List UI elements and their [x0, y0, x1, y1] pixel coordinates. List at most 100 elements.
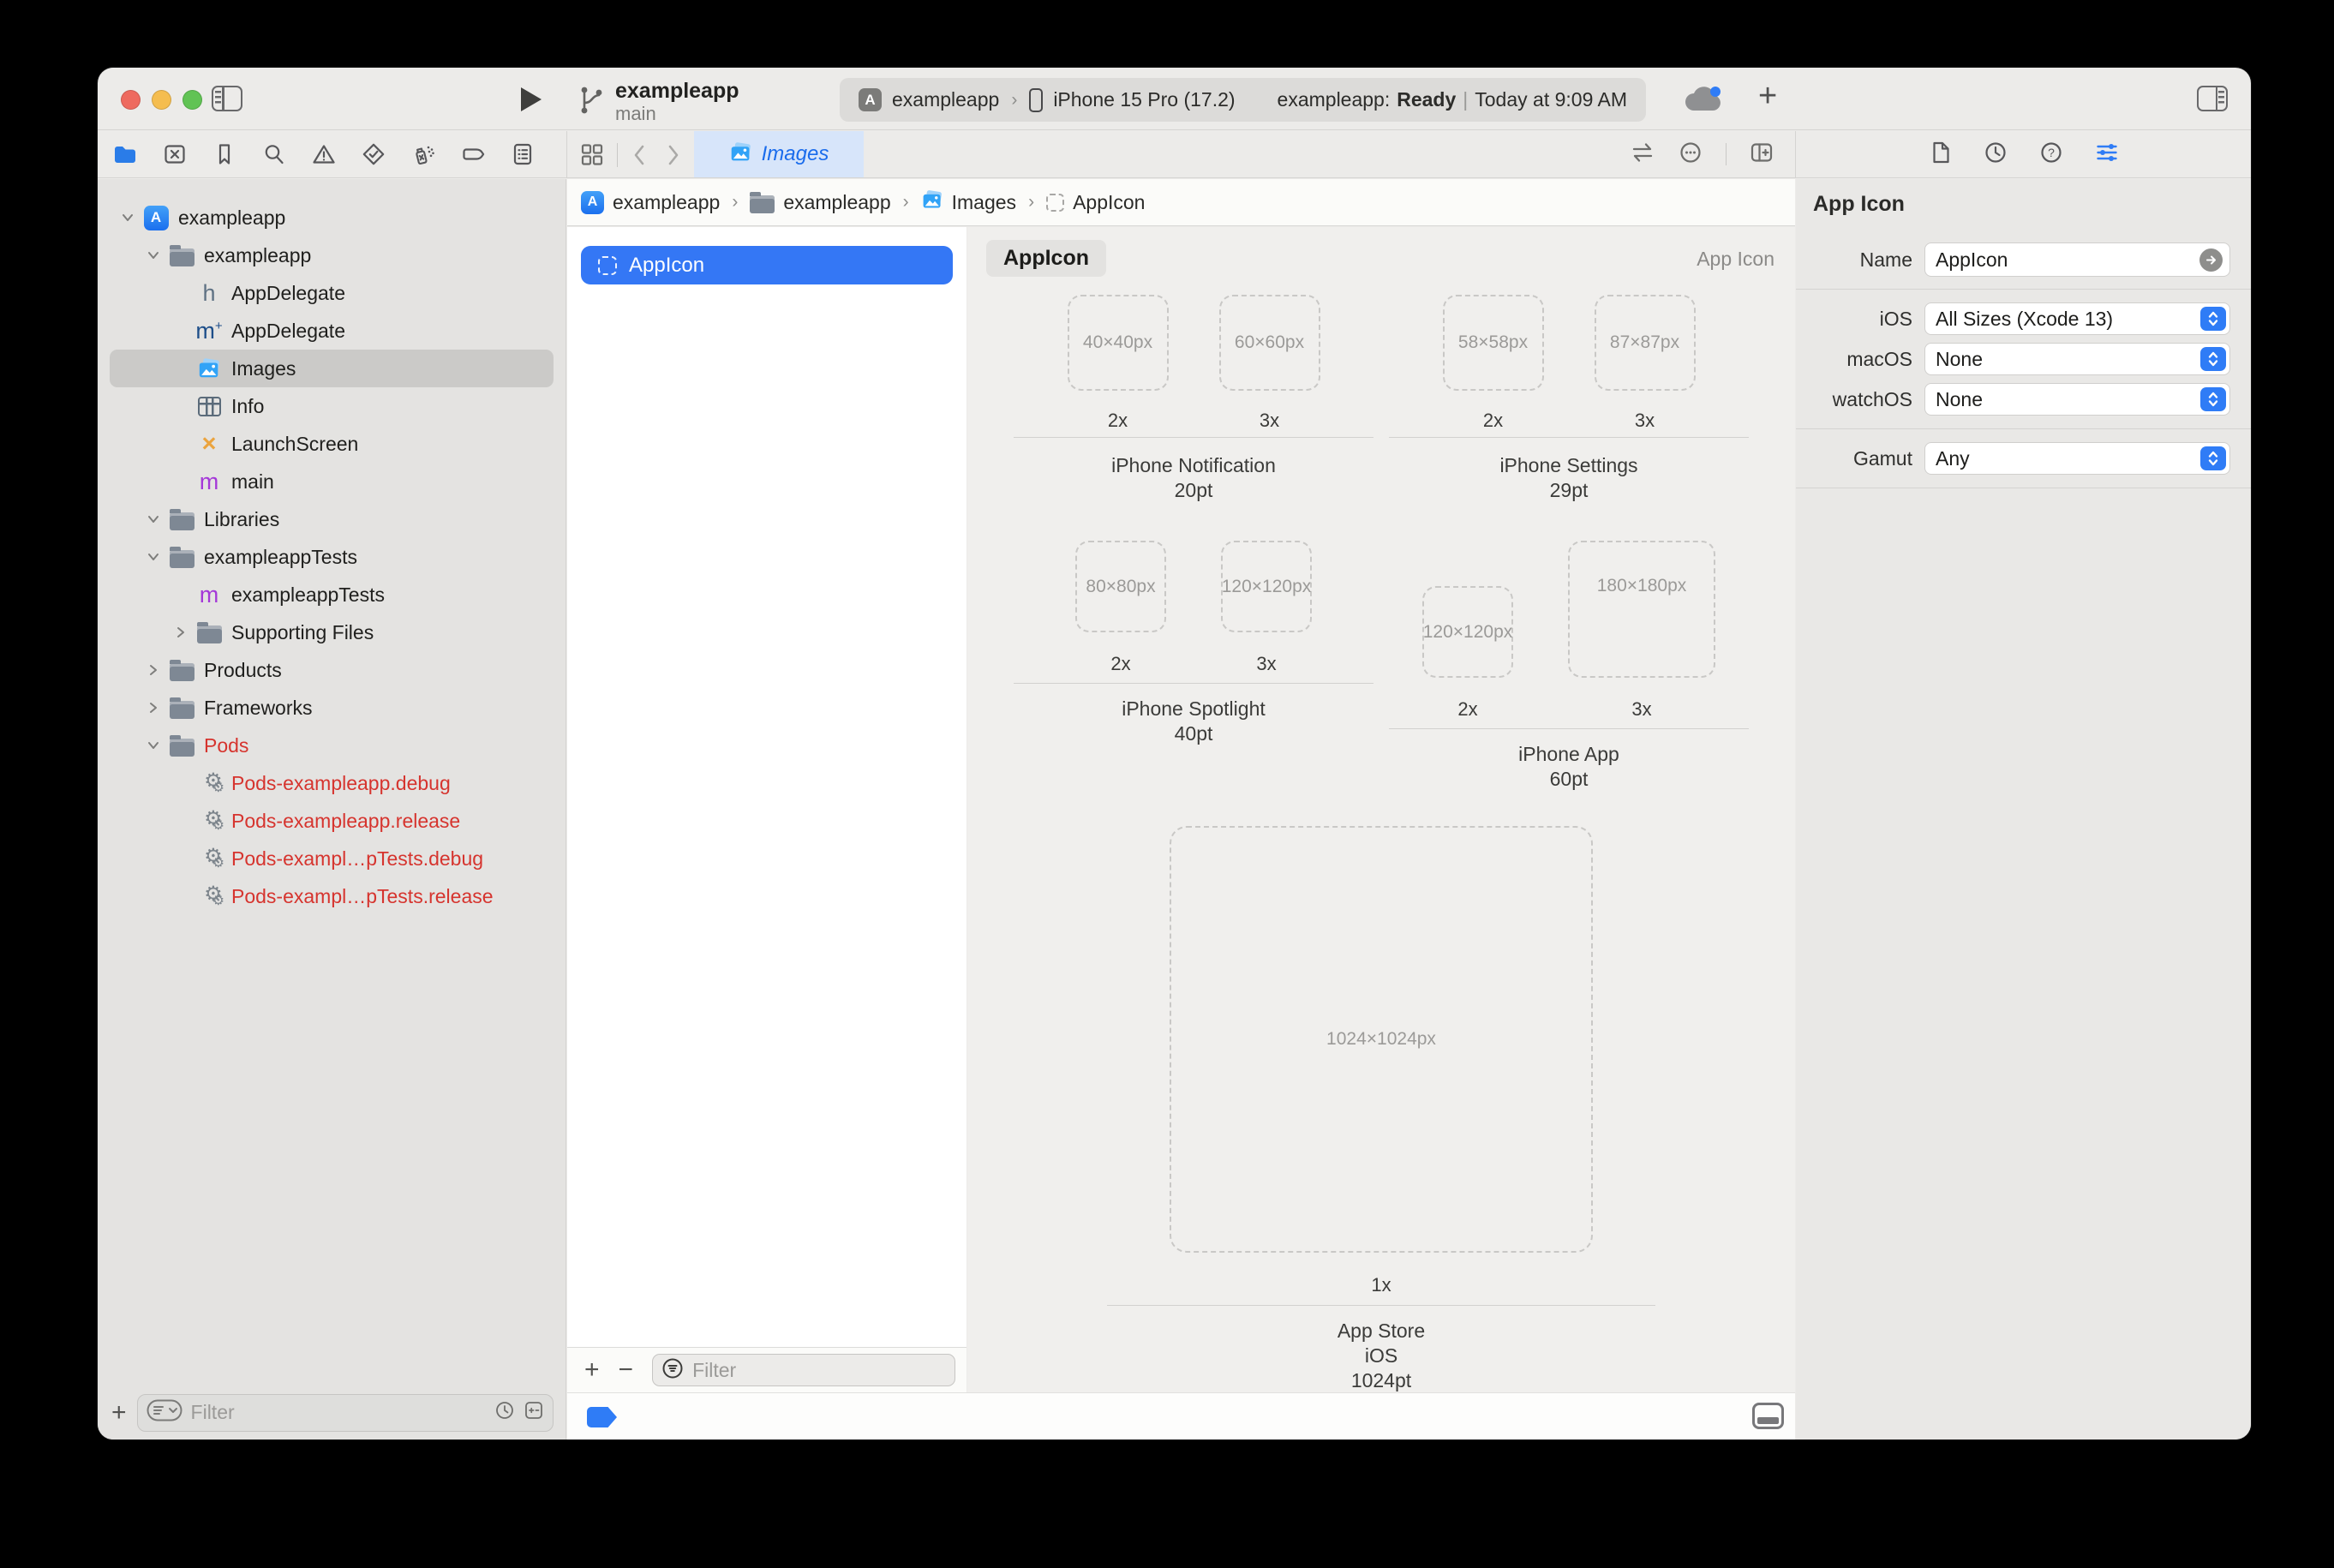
minimize-button[interactable] [152, 90, 171, 110]
breakpoint-navigator-icon[interactable] [460, 141, 486, 167]
inspector-divider [1796, 289, 2251, 290]
run-destination[interactable]: iPhone 15 Pro (17.2) [1053, 88, 1236, 111]
attributes-inspector-icon[interactable] [2094, 140, 2120, 170]
add-editor-icon[interactable] [1749, 140, 1774, 170]
tab-images[interactable]: Images [694, 131, 864, 177]
bookmark-navigator-icon[interactable] [212, 141, 237, 167]
group-iphone-settings: 58×58px 2x 87×87px 3x iPhone Settings 29… [1389, 295, 1749, 503]
add-tab-button[interactable]: + [1758, 78, 1778, 114]
test-navigator-icon[interactable] [361, 141, 386, 167]
project-navigator-icon[interactable] [112, 141, 138, 167]
tree-row-group[interactable]: Supporting Files [98, 613, 566, 651]
icon-slot[interactable]: 120×120px [1221, 541, 1312, 632]
asset-filter-field[interactable] [652, 1354, 956, 1386]
back-button[interactable] [631, 142, 649, 172]
icon-slot[interactable]: 120×120px [1422, 586, 1513, 678]
chevron-down-icon[interactable] [144, 249, 163, 261]
chevron-right-icon[interactable] [144, 664, 163, 676]
watchos-select[interactable]: None [1924, 383, 2230, 416]
chevron-down-icon[interactable] [118, 212, 137, 224]
forward-button[interactable] [663, 142, 682, 172]
tree-row-group[interactable]: Frameworks [98, 689, 566, 727]
source-control-navigator-icon[interactable] [162, 141, 188, 167]
navigator-filter-input[interactable] [190, 1401, 486, 1424]
icon-slot-1024[interactable]: 1024×1024px [1170, 826, 1593, 1253]
tab-label: Images [761, 142, 829, 165]
tree-row-file[interactable]: h AppDelegate [98, 274, 566, 312]
gamut-select[interactable]: Any [1924, 442, 2230, 475]
tree-row-missing-file[interactable]: ⚙⚙ Pods-exampleapp.release [98, 802, 566, 840]
toggle-inspector-icon[interactable] [2197, 86, 2228, 111]
icon-slot[interactable]: 40×40px [1067, 295, 1169, 391]
tree-row-group[interactable]: Products [98, 651, 566, 689]
help-inspector-icon[interactable]: ? [2038, 140, 2064, 170]
icon-slot[interactable]: 60×60px [1218, 295, 1320, 391]
history-inspector-icon[interactable] [1983, 140, 2008, 170]
slot-scale-label: 2x [1457, 698, 1478, 720]
scheme-name[interactable]: exampleapp [892, 88, 1000, 111]
jump-arrow-icon[interactable] [2199, 248, 2223, 272]
tree-row-group[interactable]: exampleappTests [98, 538, 566, 576]
stepper-icon [2200, 446, 2226, 470]
remove-asset-button[interactable]: − [618, 1356, 634, 1384]
debug-navigator-icon[interactable] [410, 141, 436, 167]
tree-row-project[interactable]: A exampleapp [98, 199, 566, 236]
tree-row-file[interactable]: × LaunchScreen [98, 425, 566, 463]
close-button[interactable] [121, 90, 141, 110]
related-items-icon[interactable] [579, 141, 605, 171]
macos-label: macOS [1846, 347, 1912, 370]
tree-row-missing-file[interactable]: ⚙⚙ Pods-exampl…pTests.release [98, 877, 566, 915]
source-control-summary[interactable]: exampleapp main [578, 79, 739, 124]
chevron-right-icon[interactable] [144, 702, 163, 714]
scm-status-filter-icon[interactable] [524, 1400, 544, 1425]
tree-row-images-selected[interactable]: Images [110, 350, 554, 387]
chevron-right-icon[interactable] [171, 626, 190, 638]
tree-row-missing-file[interactable]: ⚙⚙ Pods-exampl…pTests.debug [98, 840, 566, 877]
icon-slot[interactable]: 180×180px [1568, 541, 1715, 678]
toggle-navigator-icon[interactable] [212, 86, 242, 111]
tree-row-file[interactable]: m main [98, 463, 566, 500]
filter-scope-icon[interactable] [147, 1399, 183, 1426]
file-inspector-icon[interactable] [1927, 140, 1953, 170]
icon-slot[interactable]: 58×58px [1442, 295, 1544, 391]
swap-editor-icon[interactable] [1630, 140, 1655, 170]
tree-row-file[interactable]: Info [98, 387, 566, 425]
add-file-button[interactable]: + [111, 1397, 127, 1427]
asset-filter-input[interactable] [692, 1358, 947, 1382]
show-slicing-toggle-icon[interactable] [1752, 1403, 1784, 1429]
chevron-down-icon[interactable] [144, 513, 163, 525]
name-input[interactable] [1936, 248, 2199, 272]
editor-options-icon[interactable] [1678, 140, 1703, 170]
tree-row-group[interactable]: Libraries [98, 500, 566, 538]
jumpbar-item-group[interactable]: exampleapp [783, 190, 891, 213]
issue-navigator-icon[interactable] [311, 141, 337, 167]
jumpbar-item-catalog[interactable]: Images [951, 190, 1017, 213]
asset-row-appicon-selected[interactable]: AppIcon [581, 246, 953, 284]
recent-files-clock-icon[interactable] [494, 1400, 515, 1425]
editor-header-chip[interactable]: AppIcon [986, 240, 1106, 277]
jumpbar-item-asset[interactable]: AppIcon [1073, 190, 1146, 213]
tree-row-file[interactable]: m+ AppDelegate [195, 317, 345, 344]
tree-row-group[interactable]: exampleapp [98, 236, 566, 274]
run-button[interactable] [521, 87, 542, 111]
report-navigator-icon[interactable] [510, 141, 536, 167]
name-field[interactable] [1924, 242, 2230, 277]
find-navigator-icon[interactable] [261, 141, 287, 167]
chevron-down-icon[interactable] [144, 551, 163, 563]
tree-row-missing-file[interactable]: ⚙⚙ Pods-exampleapp.debug [98, 764, 566, 802]
tree-row-pods[interactable]: Pods [98, 727, 566, 764]
cloud-status-icon[interactable] [1683, 85, 1724, 118]
navigator-filter-field[interactable] [136, 1393, 554, 1432]
chevron-down-icon[interactable] [144, 739, 163, 751]
tree-row-file[interactable]: m exampleappTests [98, 576, 566, 613]
icon-slot[interactable]: 87×87px [1594, 295, 1696, 391]
activity-status: exampleapp: Ready | Today at 9:09 AM [1278, 88, 1627, 111]
asset-list: AppIcon + − [567, 227, 967, 1392]
icon-slot[interactable]: 80×80px [1075, 541, 1166, 632]
add-asset-button[interactable]: + [584, 1356, 600, 1384]
jumpbar-item-project[interactable]: exampleapp [613, 190, 721, 213]
selected-asset-tag-icon[interactable] [587, 1407, 617, 1427]
macos-select[interactable]: None [1924, 343, 2230, 375]
ios-sizes-select[interactable]: All Sizes (Xcode 13) [1924, 302, 2230, 335]
zoom-button[interactable] [183, 90, 202, 110]
